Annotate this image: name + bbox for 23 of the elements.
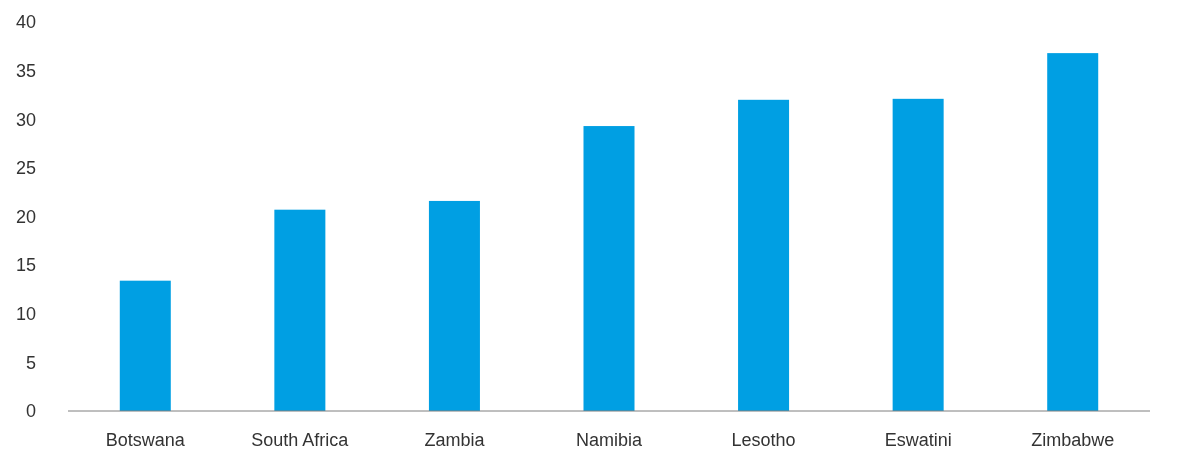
x-tick-label: Zimbabwe <box>1031 430 1115 450</box>
x-tick-label: Zambia <box>424 430 486 450</box>
bar <box>583 126 635 411</box>
y-tick-label: 5 <box>25 352 36 373</box>
bar <box>428 200 480 411</box>
y-tick-label: 10 <box>15 304 36 325</box>
x-tick-label: Lesotho <box>731 430 796 450</box>
bar <box>738 99 790 411</box>
y-tick-label: 35 <box>15 60 36 81</box>
bar <box>892 98 944 411</box>
bar <box>274 209 326 411</box>
y-tick-label: 0 <box>25 401 36 422</box>
x-tick-label: South Africa <box>251 430 350 450</box>
x-tick-label: Eswatini <box>884 430 952 450</box>
y-tick-label: 30 <box>15 109 36 130</box>
y-tick-label: 25 <box>15 158 36 179</box>
bar <box>1047 53 1099 411</box>
y-tick-label: 15 <box>15 255 36 276</box>
bar <box>119 280 171 411</box>
y-tick-label: 40 <box>15 12 36 33</box>
x-tick-label: Namibia <box>575 430 643 450</box>
y-tick-label: 20 <box>15 206 36 227</box>
x-tick-label: Botswana <box>105 430 186 450</box>
